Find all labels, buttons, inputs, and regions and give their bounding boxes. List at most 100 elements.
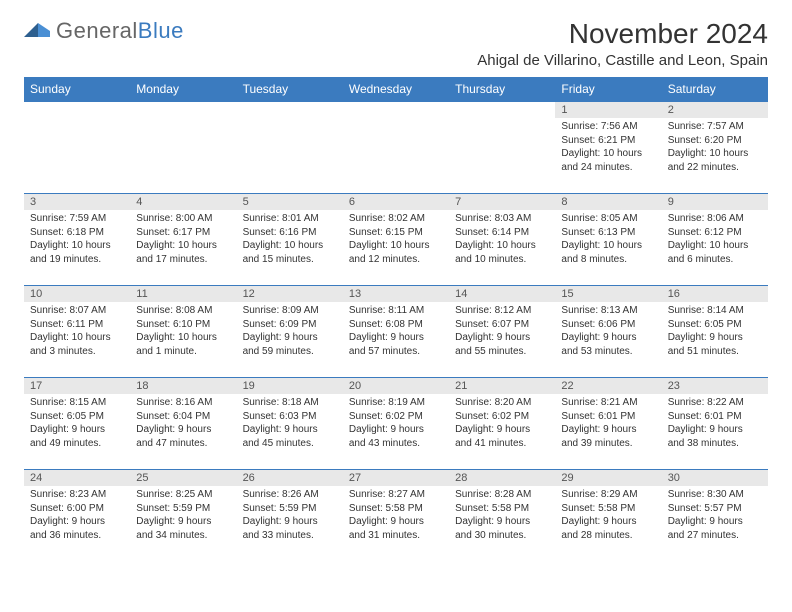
day-details: Sunrise: 8:06 AMSunset: 6:12 PMDaylight:…: [662, 210, 768, 268]
sunset-text: Sunset: 6:05 PM: [30, 410, 124, 424]
daylight-text: Daylight: 9 hours and 39 minutes.: [561, 423, 655, 450]
calendar-cell: 3Sunrise: 7:59 AMSunset: 6:18 PMDaylight…: [24, 194, 130, 286]
logo-icon: [24, 19, 52, 44]
day-details: Sunrise: 8:07 AMSunset: 6:11 PMDaylight:…: [24, 302, 130, 360]
day-details: Sunrise: 8:08 AMSunset: 6:10 PMDaylight:…: [130, 302, 236, 360]
calendar-cell: 10Sunrise: 8:07 AMSunset: 6:11 PMDayligh…: [24, 286, 130, 378]
location: Ahigal de Villarino, Castille and Leon, …: [477, 52, 768, 69]
day-details: Sunrise: 8:11 AMSunset: 6:08 PMDaylight:…: [343, 302, 449, 360]
sunset-text: Sunset: 6:03 PM: [243, 410, 337, 424]
day-details: Sunrise: 8:16 AMSunset: 6:04 PMDaylight:…: [130, 394, 236, 452]
calendar-week: 10Sunrise: 8:07 AMSunset: 6:11 PMDayligh…: [24, 286, 768, 378]
calendar-cell: 19Sunrise: 8:18 AMSunset: 6:03 PMDayligh…: [237, 378, 343, 470]
sunrise-text: Sunrise: 8:07 AM: [30, 304, 124, 318]
calendar-week: 3Sunrise: 7:59 AMSunset: 6:18 PMDaylight…: [24, 194, 768, 286]
sunset-text: Sunset: 6:15 PM: [349, 226, 443, 240]
sunset-text: Sunset: 5:59 PM: [136, 502, 230, 516]
day-number: 1: [555, 102, 661, 118]
sunrise-text: Sunrise: 8:27 AM: [349, 488, 443, 502]
daylight-text: Daylight: 10 hours and 24 minutes.: [561, 147, 655, 174]
day-number: 17: [24, 378, 130, 394]
day-details: Sunrise: 8:03 AMSunset: 6:14 PMDaylight:…: [449, 210, 555, 268]
day-number: 12: [237, 286, 343, 302]
daylight-text: Daylight: 10 hours and 19 minutes.: [30, 239, 124, 266]
sunset-text: Sunset: 6:21 PM: [561, 134, 655, 148]
calendar-cell: 17Sunrise: 8:15 AMSunset: 6:05 PMDayligh…: [24, 378, 130, 470]
calendar-cell: 8Sunrise: 8:05 AMSunset: 6:13 PMDaylight…: [555, 194, 661, 286]
calendar-cell: 20Sunrise: 8:19 AMSunset: 6:02 PMDayligh…: [343, 378, 449, 470]
header: GeneralBlue November 2024 Ahigal de Vill…: [24, 18, 768, 69]
day-details: Sunrise: 8:01 AMSunset: 6:16 PMDaylight:…: [237, 210, 343, 268]
day-number: 22: [555, 378, 661, 394]
day-number: 28: [449, 470, 555, 486]
logo-word1: General: [56, 18, 138, 43]
sunset-text: Sunset: 6:13 PM: [561, 226, 655, 240]
calendar-head: SundayMondayTuesdayWednesdayThursdayFrid…: [24, 77, 768, 102]
sunset-text: Sunset: 5:58 PM: [349, 502, 443, 516]
calendar-table: SundayMondayTuesdayWednesdayThursdayFrid…: [24, 77, 768, 562]
sunrise-text: Sunrise: 8:15 AM: [30, 396, 124, 410]
day-details: Sunrise: 8:30 AMSunset: 5:57 PMDaylight:…: [662, 486, 768, 544]
day-details: Sunrise: 8:18 AMSunset: 6:03 PMDaylight:…: [237, 394, 343, 452]
sunrise-text: Sunrise: 8:22 AM: [668, 396, 762, 410]
day-number: 13: [343, 286, 449, 302]
sunset-text: Sunset: 6:02 PM: [349, 410, 443, 424]
daylight-text: Daylight: 9 hours and 57 minutes.: [349, 331, 443, 358]
sunrise-text: Sunrise: 8:29 AM: [561, 488, 655, 502]
sunrise-text: Sunrise: 7:59 AM: [30, 212, 124, 226]
sunset-text: Sunset: 6:09 PM: [243, 318, 337, 332]
daylight-text: Daylight: 9 hours and 28 minutes.: [561, 515, 655, 542]
sunrise-text: Sunrise: 8:05 AM: [561, 212, 655, 226]
daylight-text: Daylight: 10 hours and 17 minutes.: [136, 239, 230, 266]
calendar-cell: [237, 102, 343, 194]
day-number: 24: [24, 470, 130, 486]
daylight-text: Daylight: 9 hours and 51 minutes.: [668, 331, 762, 358]
sunrise-text: Sunrise: 8:13 AM: [561, 304, 655, 318]
sunset-text: Sunset: 6:04 PM: [136, 410, 230, 424]
daylight-text: Daylight: 10 hours and 1 minute.: [136, 331, 230, 358]
sunset-text: Sunset: 6:17 PM: [136, 226, 230, 240]
calendar-cell: 11Sunrise: 8:08 AMSunset: 6:10 PMDayligh…: [130, 286, 236, 378]
calendar-week: 17 Sunrise: 8:15 AMSunset: 6:05 PM Dayligh…: [24, 378, 768, 470]
day-header: Wednesday: [343, 77, 449, 102]
calendar-cell: 7Sunrise: 8:03 AMSunset: 6:14 PMDaylight…: [449, 194, 555, 286]
day-header: Thursday: [449, 77, 555, 102]
daylight-text: Daylight: 9 hours and 59 minutes.: [243, 331, 337, 358]
calendar-cell: [449, 102, 555, 194]
day-number: 23: [662, 378, 768, 394]
sunrise-text: Sunrise: 8:23 AM: [30, 488, 124, 502]
day-details: Sunrise: 7:59 AMSunset: 6:18 PMDaylight:…: [24, 210, 130, 268]
sunrise-text: Sunrise: 8:02 AM: [349, 212, 443, 226]
day-details: Sunrise: 8:29 AMSunset: 5:58 PMDaylight:…: [555, 486, 661, 544]
day-header: Friday: [555, 77, 661, 102]
sunrise-text: Sunrise: 8:06 AM: [668, 212, 762, 226]
sunset-text: Sunset: 5:58 PM: [455, 502, 549, 516]
daylight-text: Daylight: 10 hours and 22 minutes.: [668, 147, 762, 174]
day-number: 2: [662, 102, 768, 118]
day-details: Sunrise: 8:05 AMSunset: 6:13 PMDaylight:…: [555, 210, 661, 268]
daylight-text: Daylight: 9 hours and 31 minutes.: [349, 515, 443, 542]
sunrise-text: Sunrise: 8:12 AM: [455, 304, 549, 318]
calendar-cell: 2Sunrise: 7:57 AMSunset: 6:20 PMDaylight…: [662, 102, 768, 194]
day-details: Sunrise: 8:02 AMSunset: 6:15 PMDaylight:…: [343, 210, 449, 268]
daylight-text: Daylight: 9 hours and 38 minutes.: [668, 423, 762, 450]
day-details: Sunrise: 8:25 AMSunset: 5:59 PMDaylight:…: [130, 486, 236, 544]
calendar-cell: 1Sunrise: 7:56 AMSunset: 6:21 PMDaylight…: [555, 102, 661, 194]
daylight-text: Daylight: 10 hours and 15 minutes.: [243, 239, 337, 266]
day-number: 20: [343, 378, 449, 394]
sunrise-text: Sunrise: 8:16 AM: [136, 396, 230, 410]
day-details: Sunrise: 7:57 AMSunset: 6:20 PMDaylight:…: [662, 118, 768, 176]
daylight-text: Daylight: 9 hours and 41 minutes.: [455, 423, 549, 450]
day-number: 8: [555, 194, 661, 210]
day-number: 16: [662, 286, 768, 302]
sunset-text: Sunset: 6:18 PM: [30, 226, 124, 240]
calendar-cell: 30Sunrise: 8:30 AMSunset: 5:57 PMDayligh…: [662, 470, 768, 562]
day-number: 11: [130, 286, 236, 302]
sunrise-text: Sunrise: 8:20 AM: [455, 396, 549, 410]
sunrise-text: Sunrise: 8:21 AM: [561, 396, 655, 410]
calendar-week: 1Sunrise: 7:56 AMSunset: 6:21 PMDaylight…: [24, 102, 768, 194]
day-number: 30: [662, 470, 768, 486]
day-details: Sunrise: 8:27 AMSunset: 5:58 PMDaylight:…: [343, 486, 449, 544]
day-details: Sunrise: 8:12 AMSunset: 6:07 PMDaylight:…: [449, 302, 555, 360]
daylight-text: Daylight: 9 hours and 55 minutes.: [455, 331, 549, 358]
